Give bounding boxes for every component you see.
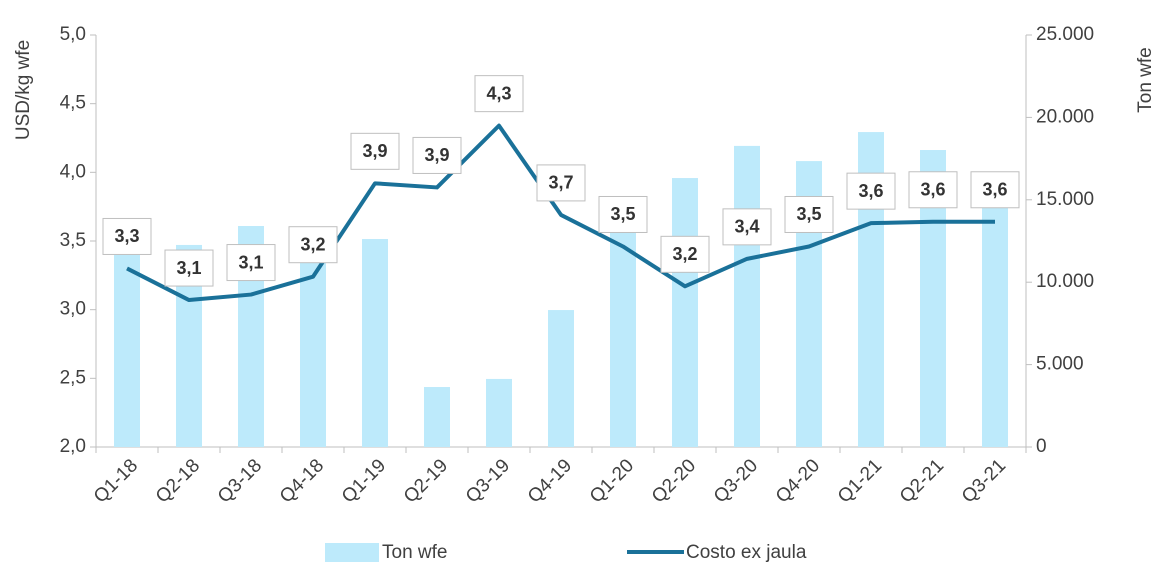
data-label-box	[288, 226, 338, 264]
y-tick-label: 3,0	[60, 299, 86, 320]
x-tick-label: Q4-19	[524, 455, 576, 507]
data-label-box	[474, 75, 524, 113]
y-tick-label: 3,5	[60, 230, 86, 251]
data-label: 3,4	[734, 217, 759, 237]
y-tick-label: 4,0	[60, 161, 86, 182]
x-tick-label: Q4-18	[276, 455, 328, 507]
y2-tick-label: 0	[1036, 436, 1047, 457]
x-tick-label: Q2-19	[400, 455, 452, 507]
bar	[610, 214, 636, 447]
bar	[300, 255, 326, 447]
y-tick-label: 4,5	[60, 93, 86, 114]
y2-tick-label: 25.000	[1036, 24, 1094, 45]
data-label: 3,1	[238, 252, 263, 272]
y-axis-label: USD/kg wfe	[13, 40, 34, 140]
data-label-box	[226, 244, 276, 282]
y2-tick-label: 10.000	[1036, 271, 1094, 292]
data-label: 3,9	[362, 141, 387, 161]
y-tick-label: 2,0	[60, 436, 86, 457]
bar	[362, 239, 388, 447]
legend-label: Costo ex jaula	[686, 542, 807, 563]
bar	[672, 178, 698, 448]
data-label: 3,7	[548, 173, 573, 193]
bar	[486, 378, 512, 447]
data-label-box	[102, 217, 152, 255]
data-label-box	[908, 171, 958, 209]
data-label-box	[970, 171, 1020, 209]
y-tick-label: 5,0	[60, 24, 86, 45]
bar	[424, 387, 450, 447]
data-label-box	[784, 195, 834, 233]
y2-tick-label: 20.000	[1036, 106, 1094, 127]
bar	[548, 310, 574, 447]
data-label: 3,9	[424, 145, 449, 165]
x-tick-label: Q1-19	[338, 455, 390, 507]
data-label: 3,6	[982, 180, 1007, 200]
data-label-box	[846, 172, 896, 210]
bar	[734, 145, 760, 447]
data-label-box	[350, 132, 400, 170]
x-tick-label: Q1-21	[834, 455, 886, 507]
data-label-box	[536, 164, 586, 202]
x-tick-label: Q3-20	[710, 455, 762, 507]
x-tick-label: Q3-21	[958, 455, 1010, 507]
data-label: 3,6	[920, 180, 945, 200]
x-tick-label: Q1-18	[90, 455, 142, 507]
legend-swatch	[325, 543, 379, 562]
legend-label: Ton wfe	[382, 542, 447, 563]
x-tick-label: Q4-20	[772, 455, 824, 507]
data-label-box	[722, 208, 772, 246]
data-label: 3,6	[858, 181, 883, 201]
x-tick-label: Q3-18	[214, 455, 266, 507]
data-label: 3,3	[114, 226, 139, 246]
data-label: 3,5	[796, 204, 821, 224]
data-label-box	[412, 136, 462, 174]
data-label: 3,2	[300, 234, 325, 254]
bar	[982, 199, 1008, 447]
x-tick-label: Q2-20	[648, 455, 700, 507]
y2-axis-label: Ton wfe	[1135, 47, 1156, 112]
bar	[114, 255, 140, 447]
data-label-box	[660, 235, 710, 273]
x-tick-label: Q2-21	[896, 455, 948, 507]
data-label: 3,1	[176, 258, 201, 278]
data-label-box	[598, 195, 648, 233]
x-tick-label: Q1-20	[586, 455, 638, 507]
y2-tick-label: 5.000	[1036, 354, 1084, 375]
data-label: 3,5	[610, 204, 635, 224]
x-tick-label: Q2-18	[152, 455, 204, 507]
line	[126, 123, 995, 303]
data-label: 3,2	[672, 244, 697, 264]
y-tick-label: 2,5	[60, 367, 86, 388]
data-label: 4,3	[486, 83, 511, 103]
data-label-box	[164, 249, 214, 287]
y2-tick-label: 15.000	[1036, 189, 1094, 210]
x-tick-label: Q3-19	[462, 455, 514, 507]
